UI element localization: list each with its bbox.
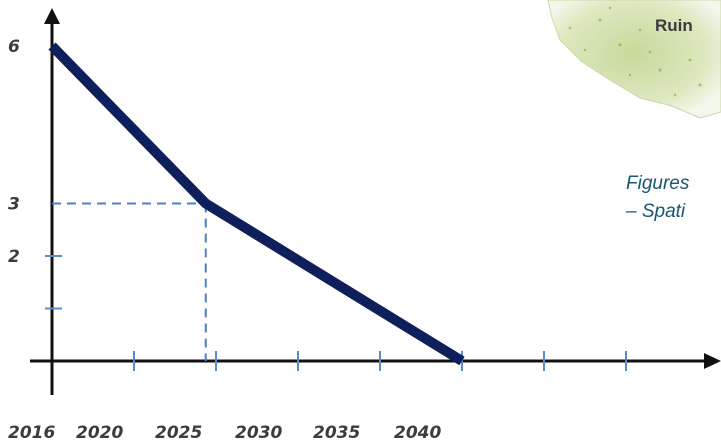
x-axis-arrow	[704, 353, 721, 369]
caption: Figures – Spati	[626, 170, 689, 226]
x-tick-label: 2040	[394, 423, 441, 443]
caption-line-2: – Spati	[626, 201, 686, 222]
map-thumbnail	[547, 0, 721, 119]
y-tick-label: 2	[8, 247, 20, 267]
x-tick-label: 2030	[235, 423, 282, 443]
y-tick-label: 3	[8, 195, 20, 215]
caption-line-1: Figures	[626, 173, 690, 194]
y-tick-label: 6	[8, 37, 20, 57]
x-tick-label: 2025	[155, 423, 202, 443]
y-axis-arrow	[44, 8, 60, 24]
x-tick-label: 2035	[313, 423, 360, 443]
series-line	[48, 42, 465, 366]
x-tick-label: 2020	[76, 423, 123, 443]
map-label: Ruin	[655, 16, 693, 35]
x-tick-label: 2016	[8, 423, 55, 443]
